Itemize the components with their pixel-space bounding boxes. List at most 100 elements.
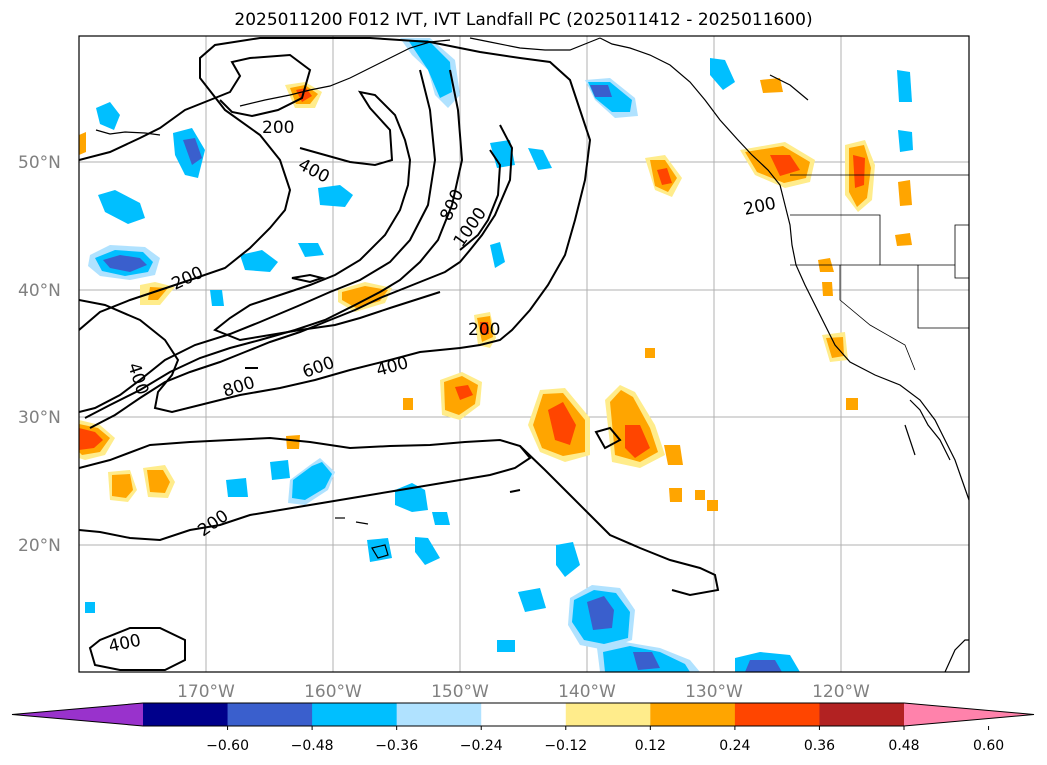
neg-blob [745, 660, 782, 672]
pos-blob [669, 488, 682, 502]
colorbar-tick-label: −0.48 [291, 738, 334, 754]
neg-blob [497, 640, 515, 652]
coastlines [95, 37, 969, 672]
contour-400-south [88, 627, 186, 671]
pos-blob [79, 132, 86, 155]
neg-blob [587, 596, 614, 630]
contour-small-loop [594, 426, 622, 450]
map-area: 200 400 200 800 1000 200 200 400 800 600… [79, 36, 969, 672]
contour-400-north [213, 90, 441, 342]
pos-blob [286, 435, 300, 449]
colorbar-segment [819, 703, 905, 726]
longitude-labels: 170°W 160°W 150°W 140°W 130°W 120°W [177, 682, 870, 702]
colorbar-tick-label: 0.24 [719, 738, 750, 754]
contour-label: 800 [220, 373, 257, 402]
negative-pc-regions [85, 38, 913, 672]
pos-blob [112, 474, 133, 498]
lon-label: 120°W [812, 682, 870, 702]
colorbar-tick-label: −0.36 [375, 738, 418, 754]
colorbar-outline [11, 702, 1035, 727]
colorbar-segment [734, 703, 820, 726]
pos-blob [760, 78, 783, 93]
pos-blob [625, 425, 650, 458]
neg-blob [270, 460, 290, 480]
neg-blob [98, 190, 145, 224]
colorbar-tick-label: 0.12 [635, 738, 666, 754]
lon-label: 140°W [558, 682, 616, 702]
contour-600 [79, 69, 437, 413]
positive-pc-regions [79, 78, 912, 511]
contour-label: 400 [295, 155, 333, 188]
pos-blob [548, 402, 576, 445]
pos-blob [480, 322, 489, 335]
neg-blob [96, 102, 120, 130]
colorbar-segment [143, 703, 229, 726]
lon-label: 150°W [431, 682, 489, 702]
colorbar-extend-high [904, 703, 1034, 726]
contour-label: 200 [742, 194, 778, 220]
contour-label: 200 [262, 118, 294, 138]
contour-1000-inner [459, 149, 502, 251]
neg-blob [518, 588, 546, 612]
contour-800 [84, 69, 464, 419]
neg-blob [490, 242, 505, 268]
contour-1000 [89, 124, 514, 429]
lat-label: 20°N [18, 536, 61, 556]
neg-blob [298, 243, 324, 257]
colorbar-segment [396, 703, 482, 726]
pos-blob [148, 287, 168, 300]
colorbar: −0.60 −0.48 −0.36 −0.24 −0.12 0.12 0.24 0.36 0.4… [11, 702, 1035, 754]
lat-label: 30°N [18, 408, 61, 428]
neg-blob [415, 537, 440, 565]
neg-blob [528, 148, 552, 170]
neg-blob [432, 512, 450, 525]
pos-blob [898, 180, 912, 206]
lon-label: 160°W [304, 682, 362, 702]
pos-blob [79, 428, 103, 450]
gridlines [79, 36, 969, 672]
contour-200-south [79, 436, 532, 542]
neg-blob [318, 185, 353, 207]
map-title: 2025011200 F012 IVT, IVT Landfall PC (20… [234, 10, 813, 30]
pos-blob [846, 398, 858, 410]
pos-blob [296, 88, 312, 102]
contour-small-loop2 [291, 273, 326, 284]
colorbar-tick-label: 0.36 [804, 738, 835, 754]
pos-blob [822, 282, 833, 296]
colorbar-tick-label: 0.48 [888, 738, 919, 754]
colorbar-segment [650, 703, 736, 726]
contour-label: 400 [374, 353, 411, 381]
colorbar-tick-label: −0.60 [206, 738, 249, 754]
pos-blob [147, 470, 170, 493]
contour-label: 200 [468, 320, 500, 340]
contour-200-east [519, 445, 720, 597]
contour-label: 400 [123, 360, 152, 397]
colorbar-segment [481, 703, 567, 726]
pos-blob [853, 155, 865, 188]
colorbar-segment [312, 703, 398, 726]
pos-blob [695, 490, 705, 500]
lat-label: 50°N [18, 153, 61, 173]
neg-blob [897, 70, 912, 102]
neg-blob [898, 130, 913, 152]
pos-blob [342, 286, 388, 308]
map-frame [78, 35, 970, 673]
pos-blob [895, 233, 912, 246]
contour-label: 600 [300, 353, 337, 383]
pos-blob [707, 500, 718, 511]
colorbar-tick-label: 0.60 [973, 738, 1004, 754]
pos-blob [403, 398, 413, 410]
lat-label: 40°N [18, 281, 61, 301]
neg-blob [103, 255, 147, 272]
contour-label: 200 [194, 506, 232, 541]
pos-blob [664, 445, 683, 465]
pos-blob [657, 168, 672, 185]
colorbar-tick-label: −0.24 [460, 738, 503, 754]
colorbar-tick-label: −0.12 [544, 738, 587, 754]
neg-blob [210, 290, 224, 306]
pos-blob [645, 348, 655, 358]
neg-blob [633, 652, 660, 670]
political-boundaries [790, 174, 969, 371]
colorbar-extend-low [12, 703, 143, 726]
neg-blob [408, 40, 452, 98]
